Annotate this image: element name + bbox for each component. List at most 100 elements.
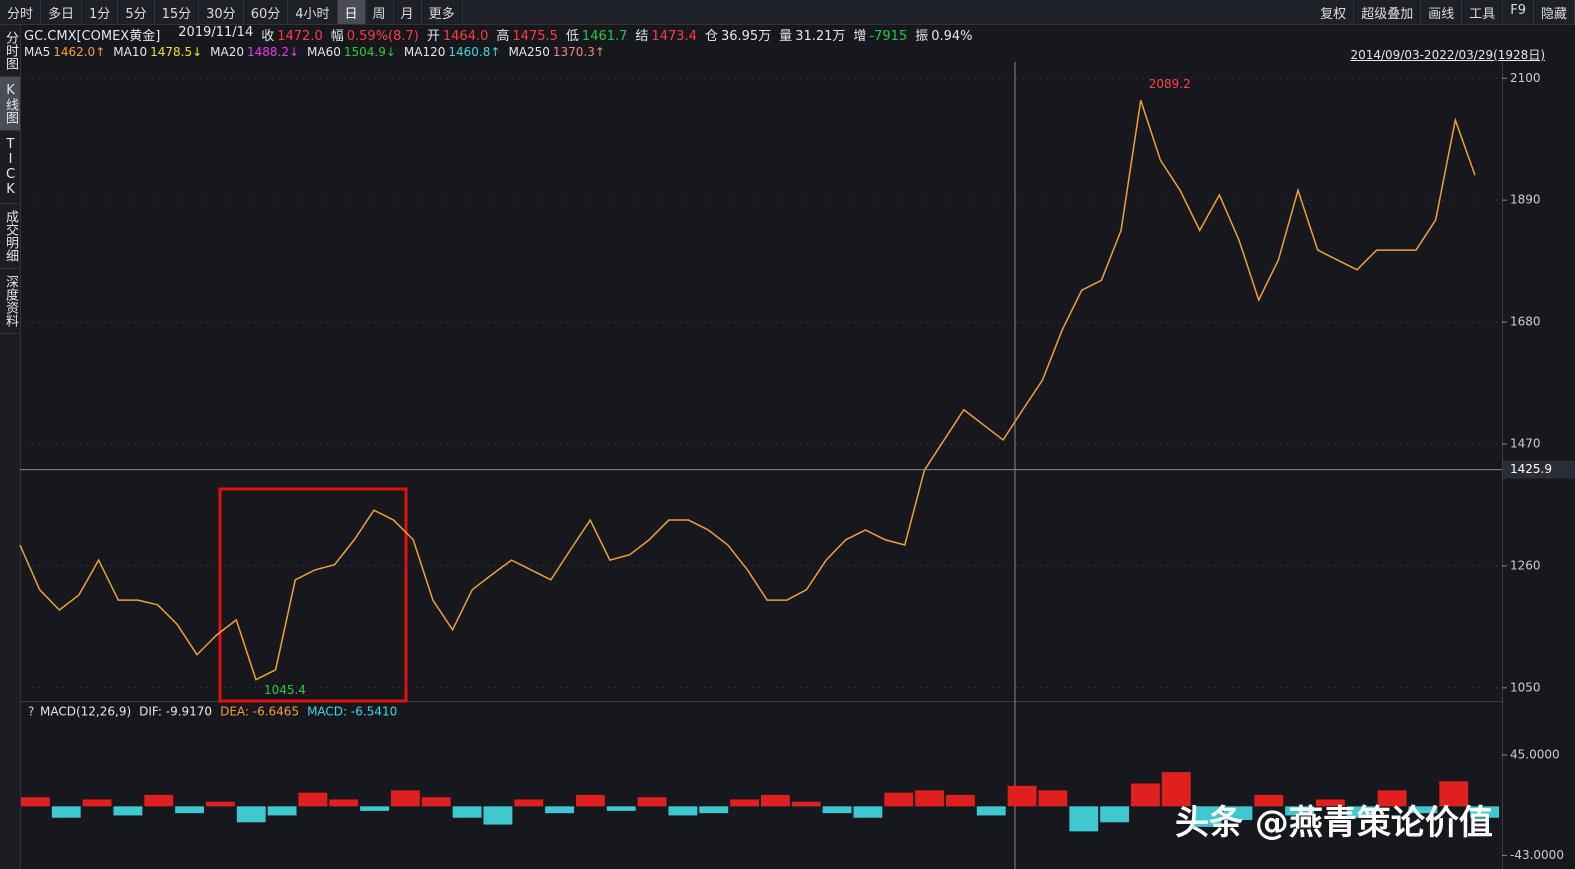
macd-bar [853,806,883,818]
field-value: -7915 [869,29,908,44]
field-value: 31.21万 [795,29,846,44]
side-item[interactable]: 成交明细 [0,204,20,269]
macd-bar [1470,806,1499,818]
ma-field: MA60 1504.9↓ [307,45,396,59]
side-item[interactable]: TICK [0,131,20,204]
quote-field: 振 0.94% [915,25,972,44]
y-tick-label: 1680 [1510,315,1541,329]
tool-button[interactable]: 隐藏 [1534,0,1575,24]
ma-value: 1478.5↓ [150,45,203,59]
macd-bar [391,790,420,807]
period-tab[interactable]: 15分 [155,0,200,24]
ma-field: MA250 1370.3↑ [508,45,605,59]
macd-bar [329,799,359,807]
macd-bar [761,794,790,807]
ma-label: MA120 [403,45,446,59]
macd-bar [1038,790,1068,807]
macd-readout: MACD: -6.5410 [307,705,397,719]
date: 2019/11/14 [178,25,254,40]
quote-field: 仓 36.95万 [705,25,771,44]
macd-bar [175,806,204,814]
field-value: 1461.7 [581,29,628,44]
macd-bar [236,806,266,823]
watermark: 头条 @燕青策论价值 [1175,803,1493,843]
tool-button[interactable]: 超级叠加 [1354,0,1422,24]
period-tab[interactable]: 月 [394,0,422,24]
tool-button[interactable]: 工具 [1462,0,1504,24]
macd-bar [1285,806,1314,816]
macd-bar [360,806,389,811]
side-item[interactable]: 深度资料 [0,269,20,334]
period-tab[interactable]: 4小时 [288,0,338,24]
macd-bar [1007,785,1037,807]
quote-field: 开 1464.0 [427,25,489,44]
y-tick-label: 1050 [1510,680,1541,694]
period-tab[interactable]: 多日 [41,0,83,24]
period-tab[interactable]: 60分 [244,0,289,24]
field-label: 低 [565,29,579,44]
field-value: 36.95万 [720,29,772,44]
highlight-box [218,487,408,703]
y-tick-label: -43.0000 [1510,848,1564,862]
field-value: 1473.4 [651,29,697,44]
side-item[interactable]: K线图 [0,77,20,131]
macd-bar [668,806,698,816]
ma-field: MA120 1460.8↑ [404,45,501,59]
period-tab[interactable]: 更多 [422,0,463,24]
period-tab[interactable]: 分时 [0,0,42,24]
tool-button[interactable]: F9 [1503,0,1534,24]
tools: 复权 超级叠加 画线 工具 F9 隐藏 [1313,0,1575,24]
tool-button[interactable]: 复权 [1313,0,1355,24]
macd-bar [791,801,821,807]
macd-bar [206,801,235,807]
macd-bar [884,792,914,807]
macd-bar [730,799,759,807]
period-tab[interactable]: 30分 [199,0,244,24]
field-value: 0.59%(8.7) [346,29,419,44]
period-tab[interactable]: 1分 [82,0,119,24]
period-tab[interactable]: 日 [337,0,366,24]
macd-bar [606,806,636,811]
macd-bar [976,806,1006,816]
toolbar: 分时 多日 1分 5分 15分 30分 60分 4小时日周月更多 复权 超级叠加 画线 工具 F9 隐藏 [0,0,1575,25]
tool-button[interactable]: 画线 [1421,0,1463,24]
ma-value: 1460.8↑ [448,45,501,59]
quote-row: GC.CMX[COMEX黄金] 2019/11/14 收 1472.0 幅 0.59%(8… [24,25,973,44]
ma-row: MA5 1462.0↑ MA10 1478.5↓ MA20 1488.2↓ MA60 1504… [24,45,605,59]
field-label: 收 [261,29,275,44]
ma-value: 1504.9↓ [343,45,396,59]
field-label: 结 [635,29,649,44]
macd-bar [1439,781,1469,807]
price-line [19,100,1476,681]
macd-bar [452,806,482,818]
macd-readout: MACD(12,26,9) [40,705,131,719]
macd-bar [1100,806,1129,823]
field-label: 振 [915,29,929,44]
macd-bar [637,797,667,807]
macd-bar [915,790,944,807]
macd-bar [21,797,50,807]
y-tick-label: 45.0000 [1510,748,1560,762]
ma-value: 1488.2↓ [246,45,300,59]
y-tick-label: 1470 [1510,436,1541,450]
field-label: 量 [779,29,793,44]
macd-bar [1254,794,1284,807]
macd-bar [113,806,143,816]
field-value: 0.94% [931,29,973,44]
period-tab[interactable]: 5分 [118,0,155,24]
date-range[interactable]: 2014/09/03-2022/03/29(1928日) [1350,48,1545,62]
y-tick-label: 1890 [1510,193,1541,207]
field-label: 增 [853,29,867,44]
period-tab[interactable]: 周 [366,0,394,24]
ma-field: MA10 1478.5↓ [113,45,202,59]
quote-field: 幅 0.59%(8.7) [331,25,419,44]
macd-bar [699,806,729,814]
y-tick-label: 2100 [1510,71,1541,85]
help: ? [28,705,34,719]
field-value: 1475.5 [512,29,558,44]
macd-bar [576,794,605,807]
ma-label: MA20 [210,45,244,59]
side-item[interactable]: 分时图 [0,25,20,77]
macd-bar [421,797,451,807]
